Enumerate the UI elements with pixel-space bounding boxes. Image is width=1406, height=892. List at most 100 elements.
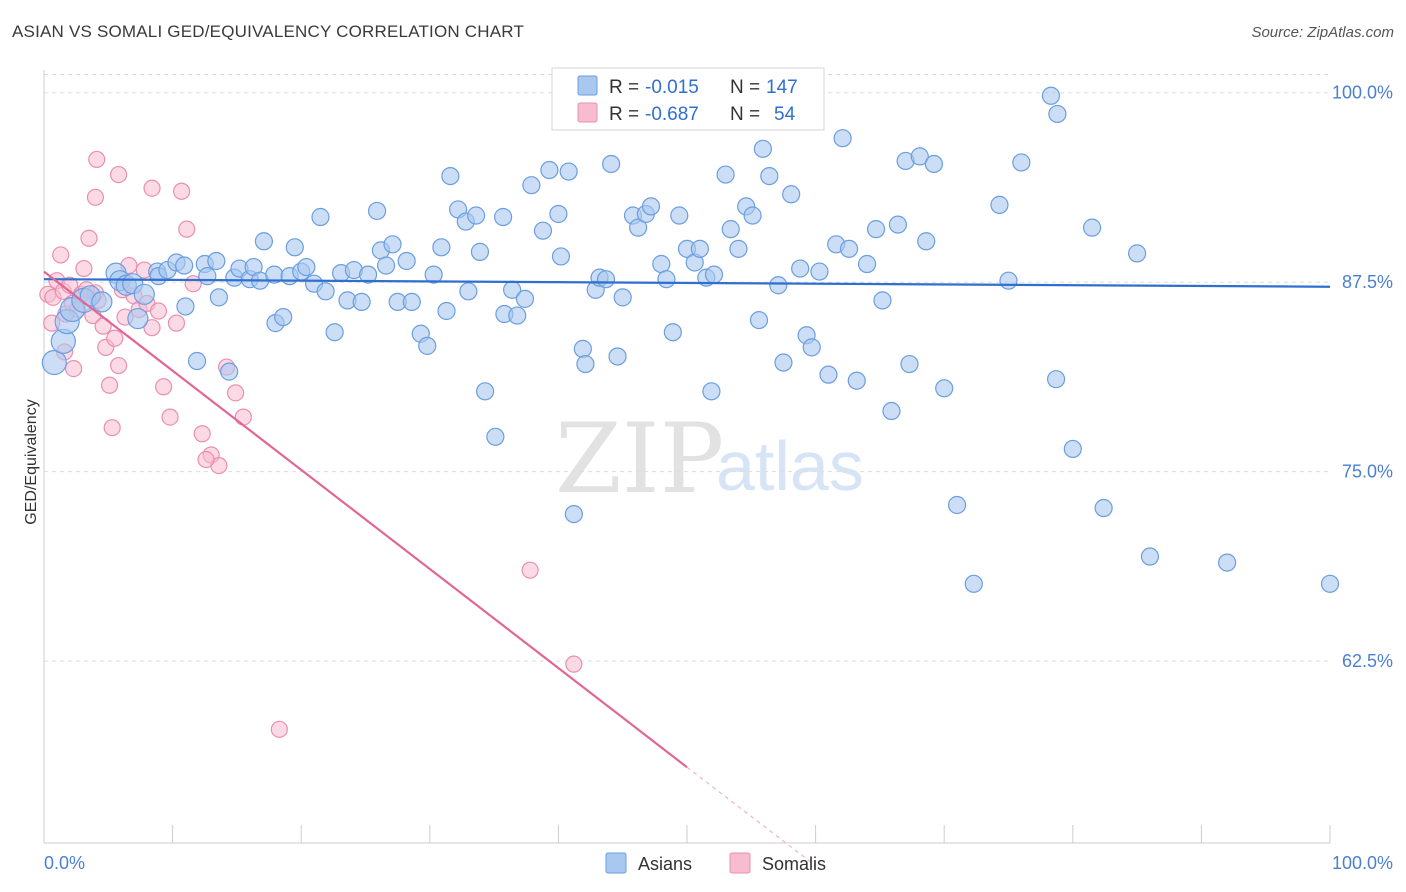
asian-trend-line (43, 278, 1331, 288)
somali-point (100, 376, 119, 394)
asian-point (285, 238, 304, 257)
asian-point (325, 323, 344, 342)
chart-title: ASIAN VS SOMALI GED/EQUIVALENCY CORRELAT… (12, 22, 525, 41)
asian-point (376, 256, 396, 275)
asian-point (749, 310, 769, 330)
asian-point (397, 251, 416, 271)
asian-point (819, 365, 838, 384)
somali-point (521, 561, 539, 579)
asian-point (802, 338, 821, 357)
asian-point (1041, 86, 1061, 105)
legend-asian-n-value: 147 (766, 77, 798, 98)
somali-point (106, 329, 124, 347)
y-tick-label: 75.0% (1342, 462, 1393, 482)
somali-point (103, 419, 121, 437)
asian-point (613, 288, 632, 307)
asian-point (297, 257, 316, 277)
somali-point (270, 720, 288, 738)
asian-point (743, 206, 762, 225)
legend-somali-n-value: 54 (774, 104, 796, 125)
somali-point (143, 319, 161, 337)
somali-point (227, 384, 245, 402)
somali-point (193, 425, 211, 443)
asian-point (964, 574, 983, 593)
asian-point (999, 271, 1018, 290)
asian-point (402, 292, 421, 311)
asian-point (549, 204, 568, 224)
somali-point (86, 188, 105, 206)
asian-point (441, 166, 460, 186)
somali-point (143, 179, 161, 197)
asian-point (466, 206, 486, 225)
asian-point (209, 288, 228, 307)
asian-point (176, 297, 195, 316)
asian-point (782, 185, 801, 204)
trend-lines (43, 270, 1331, 867)
legend-asian-n-label: N = (730, 77, 760, 98)
asian-point (1082, 218, 1102, 237)
asian-point (207, 251, 226, 271)
bottom-legend-asian-label: Asians (638, 854, 692, 874)
series-legend: Asians Somalis (605, 852, 826, 874)
correlation-legend: R = -0.015 N = 147 R = -0.687 N = 54 (551, 67, 825, 131)
legend-somali-swatch (577, 102, 598, 123)
tick-labels: 62.5% 75.0% 87.5% 100.0% 0.0% 100.0% (44, 83, 1393, 873)
asian-point (721, 220, 740, 239)
somali-trend-extension (686, 766, 816, 867)
asian-point (657, 270, 676, 289)
asian-point (810, 262, 829, 281)
asian-point (917, 232, 936, 251)
asian-point (873, 291, 892, 310)
somali-point (88, 150, 106, 169)
asian-point (437, 301, 456, 321)
asian-point (629, 218, 648, 237)
asian-point (198, 267, 217, 286)
asian-point (559, 162, 578, 181)
asian-point (551, 247, 571, 266)
asian-point (882, 401, 901, 421)
asian-point (254, 232, 274, 251)
asian-point (990, 195, 1009, 214)
somali-point (149, 302, 168, 320)
asian-point (791, 259, 810, 278)
asian-point (900, 354, 919, 374)
asian-point (760, 166, 779, 186)
somali-point (109, 165, 128, 184)
asian-point (470, 242, 490, 261)
somali-points (39, 150, 583, 738)
asian-point (522, 176, 541, 195)
asian-point (424, 265, 443, 284)
asian-point (857, 254, 877, 274)
asian-point (1094, 498, 1113, 518)
asian-point (533, 221, 553, 240)
somali-point (565, 655, 583, 673)
asian-point (1046, 370, 1066, 389)
asian-point (175, 256, 194, 275)
asian-point (1140, 547, 1160, 566)
asian-point (641, 197, 661, 216)
asian-point (753, 139, 772, 158)
somali-point (234, 408, 252, 426)
asian-point (352, 292, 371, 311)
asian-point (596, 270, 616, 289)
bottom-legend-somali-label: Somalis (762, 854, 826, 874)
asian-point (187, 351, 207, 371)
asian-point (459, 282, 478, 301)
asian-point (833, 129, 852, 148)
asian-point (888, 215, 908, 234)
y-tick-label: 87.5% (1342, 272, 1393, 292)
somali-point (109, 356, 128, 375)
asian-point (91, 291, 113, 313)
asian-point (1320, 574, 1340, 593)
asian-point (663, 323, 682, 342)
asian-point (133, 283, 155, 305)
asian-point (508, 306, 527, 325)
watermark-atlas: atlas (716, 427, 864, 505)
asian-point (690, 239, 709, 258)
asian-point (704, 265, 724, 284)
somali-point (80, 229, 98, 247)
asian-point (947, 495, 967, 515)
asian-point (652, 254, 671, 274)
asian-point (774, 353, 793, 372)
legend-asian-swatch (577, 75, 598, 96)
